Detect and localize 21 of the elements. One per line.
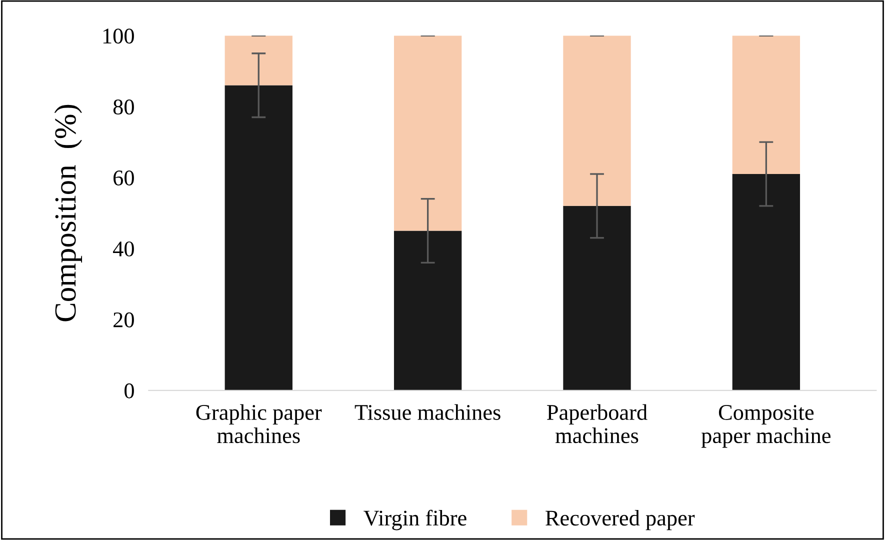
y-tick-label: 100 xyxy=(103,28,134,44)
y-tick-label: 0 xyxy=(124,383,134,398)
bar xyxy=(732,36,800,174)
y-axis-title: Composition (%) xyxy=(54,104,82,322)
y-tick-label: 60 xyxy=(114,170,134,186)
x-tick-label: Composite paper machine xyxy=(701,405,830,448)
y-tick-label: 40 xyxy=(113,241,134,256)
x-tick-label: Paperboard machines xyxy=(547,404,648,444)
bar xyxy=(394,230,462,390)
legend-label: Virgin fibre xyxy=(364,510,466,530)
x-tick-label: Graphic paper machines xyxy=(196,404,322,444)
bar xyxy=(563,36,631,206)
y-tick-label: 80 xyxy=(113,100,134,115)
legend-label: Recovered paper xyxy=(546,510,695,530)
bar xyxy=(224,85,292,390)
bar xyxy=(563,206,631,390)
bar xyxy=(224,36,292,86)
bar xyxy=(394,36,462,231)
y-tick-label: 20 xyxy=(114,312,134,328)
x-tick-label: Tissue machines xyxy=(354,404,500,420)
bar xyxy=(732,174,800,390)
